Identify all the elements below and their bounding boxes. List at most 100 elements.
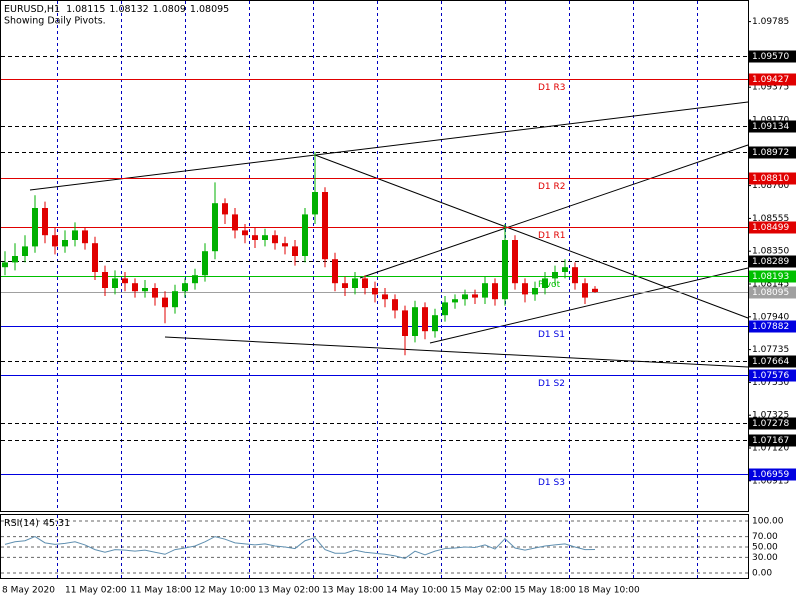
candle-body xyxy=(352,278,358,288)
level-label: 1.08810 xyxy=(752,174,789,184)
trendlines xyxy=(29,101,749,368)
level-box xyxy=(749,50,796,63)
candle-body xyxy=(292,246,298,256)
rsi-line xyxy=(4,536,596,559)
candle-body xyxy=(552,272,558,279)
candle-body xyxy=(412,307,418,336)
level-box xyxy=(749,369,796,382)
level-box xyxy=(749,468,796,481)
candle-body xyxy=(472,294,478,298)
level-box xyxy=(749,146,796,159)
candle-body xyxy=(582,283,588,298)
level-box xyxy=(749,221,796,234)
pivot-name: D1 R1 xyxy=(538,231,566,241)
y-tick-label: 1.07940 xyxy=(752,312,789,322)
candle-body xyxy=(452,299,458,303)
time-label: 11 May 02:00 xyxy=(65,586,127,596)
candle-body xyxy=(322,192,328,260)
candle-body xyxy=(192,275,198,284)
candle-body xyxy=(532,288,538,295)
candle-body xyxy=(122,278,128,284)
candle-body xyxy=(502,240,508,300)
candle-body xyxy=(152,288,158,298)
pivot-name: D1 S1 xyxy=(538,330,565,340)
y-tick-label: 1.06915 xyxy=(752,476,789,486)
candle-body xyxy=(282,243,288,247)
rsi-value: 45.31 xyxy=(43,518,70,529)
rsi-label: RSI(14) 45.31 xyxy=(4,518,70,529)
candle-body xyxy=(222,203,228,215)
candle-body xyxy=(592,288,598,292)
candle-body xyxy=(272,235,278,244)
candle-body xyxy=(22,246,28,256)
level-label: 1.07882 xyxy=(752,322,789,332)
level-label: 1.08095 xyxy=(752,288,789,298)
candle-body xyxy=(52,235,58,247)
time-label: 15 May 18:00 xyxy=(514,586,576,596)
level-label: 1.09134 xyxy=(752,122,789,132)
level-label: 1.07664 xyxy=(752,357,789,367)
level-box xyxy=(749,120,796,133)
candle-body xyxy=(212,203,218,252)
candle-body xyxy=(562,267,568,272)
level-label: 1.09570 xyxy=(752,52,789,62)
candle-body xyxy=(242,230,248,236)
candle-body xyxy=(252,235,258,240)
y-tick-label: 1.07735 xyxy=(752,345,789,355)
pivot-name: Pivot xyxy=(538,280,561,290)
level-box xyxy=(749,255,796,268)
level-label: 1.08193 xyxy=(752,272,789,282)
level-box xyxy=(749,417,796,430)
y-tick-label: 1.07530 xyxy=(752,378,789,388)
candle-body xyxy=(432,315,438,332)
pivot-name: D1 R2 xyxy=(538,182,566,192)
y-tick-label: 1.07325 xyxy=(752,411,789,421)
candle-body xyxy=(542,278,548,288)
close-value: 1.08095 xyxy=(190,4,229,15)
candle-body xyxy=(112,278,118,288)
candle-body xyxy=(202,251,208,276)
candle-body xyxy=(362,278,368,288)
rsi-tick-label: 50.00 xyxy=(752,543,778,553)
candle-body xyxy=(232,214,238,231)
pivot-note: Showing Daily Pivots. xyxy=(4,16,106,27)
candle-body xyxy=(92,243,98,272)
trendline xyxy=(359,144,749,279)
level-box xyxy=(749,172,796,185)
level-label: 1.07278 xyxy=(752,419,789,429)
y-tick-label: 1.08555 xyxy=(752,214,789,224)
y-tick-label: 1.09375 xyxy=(752,83,789,93)
level-box xyxy=(749,270,796,283)
candle-body xyxy=(482,283,488,298)
pivot-name: D1 S3 xyxy=(538,478,565,488)
candle-body xyxy=(462,294,468,300)
candle-body xyxy=(162,297,168,308)
level-box xyxy=(749,73,796,86)
candle-body xyxy=(2,262,8,268)
level-box xyxy=(749,355,796,368)
trendline xyxy=(429,267,749,344)
rsi-name: RSI(14) xyxy=(4,518,39,529)
time-label: 11 May 18:00 xyxy=(130,586,192,596)
open-value: 1.08115 xyxy=(66,4,105,15)
time-label: 15 May 02:00 xyxy=(450,586,512,596)
y-tick-label: 1.07120 xyxy=(752,444,789,454)
time-label: 13 May 18:00 xyxy=(322,586,384,596)
time-label: 14 May 10:00 xyxy=(386,586,448,596)
y-tick-label: 1.08145 xyxy=(752,280,789,290)
level-label: 1.08972 xyxy=(752,148,789,158)
high-value: 1.08132 xyxy=(109,4,148,15)
candle-body xyxy=(392,299,398,311)
level-label: 1.07576 xyxy=(752,371,789,381)
candle-body xyxy=(262,235,268,240)
level-box xyxy=(749,434,796,447)
rsi-frame xyxy=(0,514,749,579)
candle-body xyxy=(492,283,498,300)
candle-body xyxy=(132,283,138,292)
time-label: 13 May 02:00 xyxy=(258,586,320,596)
candle-body xyxy=(72,230,78,240)
rsi-tick-label: 30.00 xyxy=(752,553,778,563)
trendline xyxy=(29,101,749,191)
main-frame xyxy=(0,0,749,512)
